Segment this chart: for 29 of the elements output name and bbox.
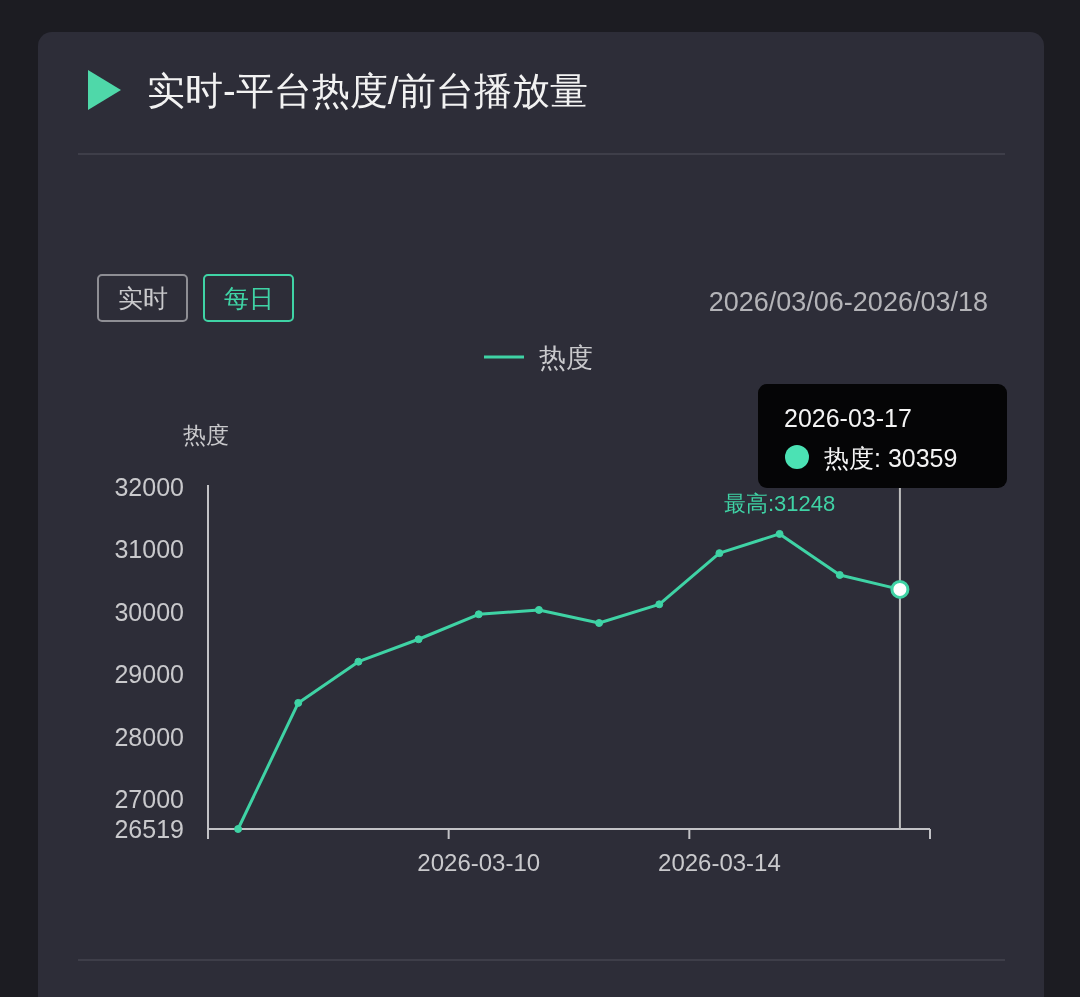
text: 2026/03/06-2026/03/18 [708,287,988,317]
chart-title: 实时-平台热度/前台播放量 [147,70,589,112]
point [655,600,664,609]
point [534,605,543,614]
point [595,619,604,628]
y-axis-title: 热度 [183,422,229,448]
point [294,698,303,707]
text: 2026-03-17 [784,404,912,432]
point [234,825,243,833]
legend-label: 热度 [539,343,593,373]
y-tick-label: 30000 [114,597,184,626]
text: 每日 [223,284,274,312]
text: 热度: 30359 [824,444,958,472]
y-tick-label: 32000 [114,473,184,501]
point [715,549,724,558]
y-tick-label: 29000 [114,660,184,689]
annotation: 最高:31248 [723,491,836,516]
y-tick-label: 27000 [114,784,184,813]
point [835,570,844,579]
y-tick-label: 26519 [114,815,184,843]
x-tick-label: 2026-03-10 [417,849,541,876]
y-tick-label: 31000 [114,535,184,564]
text: 实时 [117,284,168,312]
point [414,635,423,644]
point [354,657,363,666]
y-tick-label: 28000 [114,722,184,751]
point [474,610,483,619]
point [775,529,784,538]
x-tick-label: 2026-03-14 [658,849,781,876]
